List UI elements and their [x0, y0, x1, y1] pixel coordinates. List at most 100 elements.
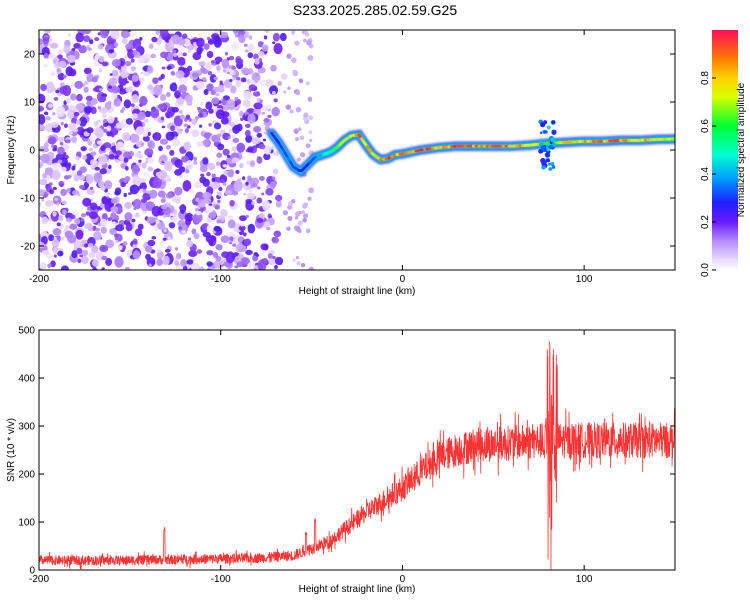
noise-speckle: [232, 30, 240, 34]
noise-speckle: [248, 35, 253, 40]
noise-speckle: [80, 218, 85, 222]
noise-speckle: [90, 151, 97, 156]
noise-speckle: [295, 90, 301, 96]
noise-speckle: [212, 251, 219, 259]
spectrogram-y-tick-label: -10: [21, 194, 36, 205]
noise-speckle: [45, 200, 54, 207]
noise-speckle: [244, 129, 251, 137]
spectrogram-x-tick-label: -100: [211, 274, 231, 285]
noise-speckle: [169, 216, 178, 222]
noise-speckle: [207, 38, 215, 45]
noise-speckle: [147, 157, 154, 164]
noise-speckle: [298, 210, 302, 215]
noise-speckle: [147, 140, 156, 150]
colorbar-tick-label: 0.8: [700, 71, 711, 85]
noise-speckle: [83, 80, 89, 86]
noise-speckle: [231, 146, 237, 152]
noise-speckle: [57, 72, 65, 81]
noise-speckle: [274, 234, 279, 238]
noise-speckle: [91, 259, 100, 267]
noise-speckle: [202, 77, 207, 82]
noise-speckle: [101, 255, 108, 261]
noise-speckle: [269, 180, 277, 189]
noise-speckle: [91, 244, 99, 254]
noise-speckle: [228, 128, 233, 134]
noise-speckle: [260, 249, 266, 256]
noise-speckle: [175, 252, 182, 260]
noise-speckle: [120, 70, 129, 79]
noise-speckle: [97, 106, 102, 110]
noise-speckle: [42, 36, 50, 45]
noise-speckle: [152, 132, 162, 141]
noise-speckle: [83, 243, 89, 248]
noise-speckle: [60, 166, 67, 172]
noise-speckle: [235, 58, 244, 65]
noise-speckle: [246, 160, 250, 165]
noise-speckle: [117, 66, 122, 70]
noise-speckle: [86, 100, 91, 107]
noise-speckle: [57, 49, 63, 55]
noise-speckle: [226, 71, 230, 74]
noise-speckle: [198, 60, 206, 67]
noise-speckle: [139, 36, 143, 41]
noise-speckle: [179, 205, 186, 211]
noise-speckle: [88, 147, 93, 152]
noise-speckle: [182, 52, 187, 57]
signal-disturbance: [548, 167, 553, 171]
noise-speckle: [245, 214, 249, 219]
noise-speckle: [56, 202, 60, 206]
noise-speckle: [42, 173, 48, 179]
noise-speckle: [206, 217, 212, 223]
noise-speckle: [138, 159, 142, 163]
noise-speckle: [86, 127, 94, 134]
noise-speckle: [193, 212, 203, 224]
noise-speckle: [206, 261, 213, 267]
noise-speckle: [123, 99, 132, 109]
noise-speckle: [130, 133, 140, 143]
noise-speckle: [229, 236, 234, 242]
noise-speckle: [48, 53, 56, 59]
noise-speckle: [196, 249, 203, 254]
noise-speckle: [59, 157, 68, 167]
noise-speckle: [186, 259, 194, 265]
noise-speckle: [39, 105, 45, 112]
noise-speckle: [80, 255, 89, 264]
noise-speckle: [43, 53, 49, 59]
noise-speckle: [235, 79, 242, 88]
noise-speckle: [191, 228, 197, 235]
noise-speckle: [193, 181, 203, 189]
noise-speckle: [219, 178, 225, 183]
noise-speckle: [248, 84, 256, 92]
noise-speckle: [77, 258, 82, 264]
noise-speckle: [222, 148, 230, 156]
noise-speckle: [247, 113, 256, 125]
noise-speckle: [158, 145, 163, 152]
signal-disturbance: [538, 148, 544, 154]
noise-speckle: [68, 122, 77, 131]
noise-speckle: [87, 206, 91, 211]
noise-speckle: [215, 243, 223, 251]
noise-speckle: [253, 102, 263, 110]
noise-speckle: [217, 143, 225, 151]
noise-speckle: [208, 123, 212, 127]
noise-speckle: [238, 110, 244, 117]
noise-speckle: [53, 236, 57, 240]
noise-speckle: [294, 130, 298, 134]
noise-speckle: [60, 121, 64, 126]
noise-speckle: [187, 209, 193, 213]
noise-speckle: [261, 105, 269, 112]
noise-speckle: [134, 212, 140, 218]
noise-speckle: [180, 259, 187, 267]
noise-speckle: [168, 222, 176, 229]
signal-disturbance: [550, 161, 555, 167]
noise-speckle: [99, 244, 109, 253]
noise-speckle: [65, 97, 71, 104]
noise-speckle: [256, 217, 264, 223]
noise-speckle: [158, 76, 163, 81]
noise-speckle: [253, 91, 261, 97]
noise-speckle: [184, 127, 189, 134]
noise-speckle: [300, 262, 306, 268]
noise-speckle: [121, 31, 131, 39]
noise-speckle: [272, 41, 276, 45]
noise-speckle: [98, 67, 103, 73]
